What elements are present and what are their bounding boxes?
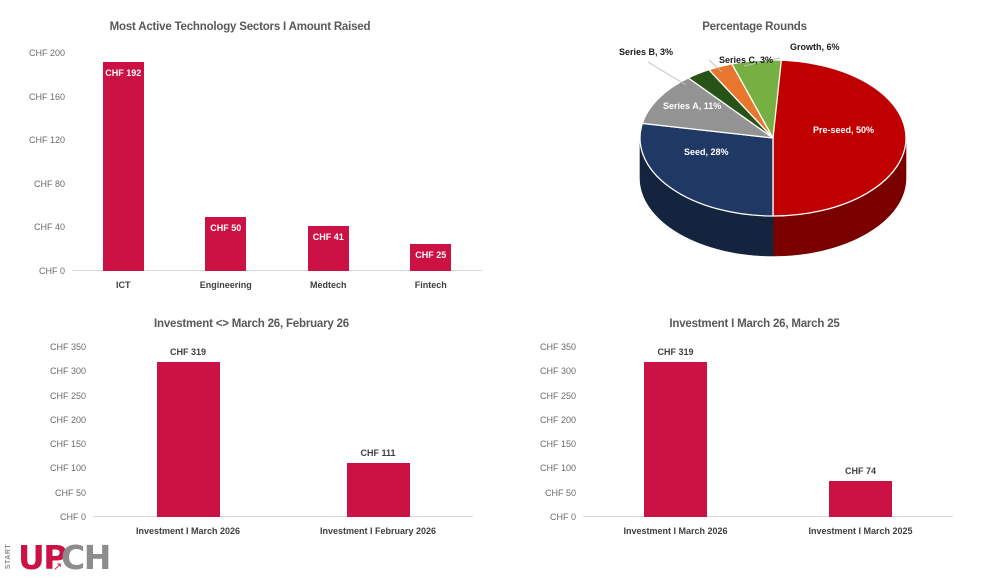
bar: CHF 319 Investment I March 2026 <box>623 347 727 536</box>
category-label: Investment I March 2025 <box>808 526 913 536</box>
pie-label-series-c: Series C, 3% <box>719 55 774 65</box>
chart-title-march26-march25: Investment I March 26, March 25 <box>669 318 840 330</box>
bar-series-march26-february26: CHF 319 Investment I March 2026 CHF 111 Inv… <box>93 347 473 536</box>
bar-value-label: CHF 111 <box>360 448 396 459</box>
y-tick-label: CHF 50 <box>54 487 86 498</box>
pie-label-series-a: Series A, 11% <box>663 101 722 111</box>
logo-up-text: UP <box>18 538 67 577</box>
y-axis-ticks-march26-february26: CHF 0 CHF 50 CHF 100 CHF 150 CHF 200 CHF 250 C… <box>50 342 473 522</box>
category-label: Investment I March 2026 <box>623 526 728 536</box>
x-axis-line <box>72 270 482 271</box>
pie-leader-line <box>708 59 723 73</box>
y-tick-label: CHF 40 <box>33 222 65 233</box>
plot-area-march26-march25: CHF 0 CHF 50 CHF 100 CHF 150 CHF 200 CHF 250 C… <box>540 342 953 536</box>
pie-label-seed: Seed, 28% <box>684 147 729 157</box>
bar: CHF 41 Medtech <box>307 226 349 290</box>
y-tick-label: CHF 350 <box>49 342 86 352</box>
y-tick-label: CHF 160 <box>28 91 65 102</box>
bar-value-label: CHF 319 <box>169 347 207 358</box>
y-tick-label: CHF 200 <box>539 414 576 425</box>
bar: CHF 111 Investment I February 2026 <box>320 448 436 536</box>
bar-value-label: CHF 50 <box>210 222 242 233</box>
logo-arrow-icon: ↗ <box>53 561 63 573</box>
pie-label-series-b: Series B, 3% <box>619 47 674 57</box>
logo-ch-text: CH <box>61 538 111 577</box>
y-tick-label: CHF 100 <box>49 463 86 474</box>
y-tick-label: CHF 0 <box>38 266 65 276</box>
y-tick-label: CHF 150 <box>49 439 86 450</box>
pie-slice-pre-seed[interactable] <box>772 59 907 217</box>
bar-value-label: CHF 319 <box>657 347 694 358</box>
bar: CHF 192 ICT <box>102 61 144 290</box>
y-axis-ticks-march26-march25: CHF 0 CHF 50 CHF 100 CHF 150 CHF 200 CHF 250 C… <box>540 342 953 522</box>
y-axis-ticks-sectors: CHF 0 CHF 40 CHF 80 CHF 120 CHF 160 CHF 200 <box>29 48 482 276</box>
y-tick-label: CHF 0 <box>549 512 576 522</box>
logo-start-text: START <box>5 543 13 570</box>
y-tick-label: CHF 80 <box>33 178 65 189</box>
pie-label-group: Pre-seed, 50% Seed, 28% Series A, 11% Serie… <box>503 0 1006 300</box>
pie-leader-line <box>647 61 687 86</box>
pie-slice-growth[interactable] <box>730 59 783 141</box>
pie-slice-series-a[interactable] <box>641 77 774 139</box>
chart-title-march26-february26: Investment <> March 26, February 26 <box>154 318 349 330</box>
y-tick-label: CHF 300 <box>49 366 86 377</box>
x-axis-line <box>583 516 953 517</box>
category-label: Engineering <box>199 280 252 290</box>
category-label: Investment I February 2026 <box>319 526 437 536</box>
y-tick-label: CHF 250 <box>539 390 576 401</box>
y-tick-label: CHF 0 <box>59 512 86 522</box>
y-tick-label: CHF 120 <box>28 135 65 146</box>
pie-svg <box>639 57 907 257</box>
plot-area-sectors: CHF 0 CHF 40 CHF 80 CHF 120 CHF 160 CHF 200 C… <box>29 48 482 290</box>
category-label: ICT <box>116 280 131 290</box>
plot-area-march26-february26: CHF 0 CHF 50 CHF 100 CHF 150 CHF 200 CHF 250 C… <box>50 342 473 536</box>
bar-value-label: CHF 74 <box>844 466 877 477</box>
bar-series-march26-march25: CHF 319 Investment I March 2026 CHF 74 Inve… <box>583 347 953 536</box>
bar-value-label: CHF 25 <box>415 249 447 260</box>
bar-value-label: CHF 192 <box>105 67 142 78</box>
chart-panel-march26-march25: Investment I March 26, March 25 CHF 0 CHF… <box>503 305 1006 555</box>
startupch-logo[interactable]: START UP ↗ CH <box>4 537 124 583</box>
pie-label-growth: Growth, 6% <box>790 42 840 52</box>
pie-leader-line <box>743 57 781 67</box>
y-tick-label: CHF 150 <box>539 439 576 450</box>
category-label: Medtech <box>309 280 347 290</box>
bar: CHF 50 Engineering <box>200 216 252 290</box>
y-tick-label: CHF 50 <box>544 487 576 498</box>
pie-label-pre-seed: Pre-seed, 50% <box>813 125 875 135</box>
chart-panel-sectors: Most Active Technology Sectors I Amount … <box>0 0 503 300</box>
y-tick-label: CHF 200 <box>49 414 86 425</box>
chart-panel-march26-february26: Investment <> March 26, February 26 CHF … <box>0 305 503 555</box>
chart-panel-rounds: Percentage Rounds Pre-seed, 50% Seed, 28%… <box>503 0 1006 300</box>
y-tick-label: CHF 100 <box>539 463 576 474</box>
pie-chart-rounds: Pre-seed, 50% Seed, 28% Series A, 11% Serie… <box>503 0 1006 300</box>
y-tick-label: CHF 300 <box>539 366 576 377</box>
x-axis-line <box>93 516 473 517</box>
bar: CHF 319 Investment I March 2026 <box>136 347 240 536</box>
bar: CHF 74 Investment I March 2025 <box>808 466 912 536</box>
category-label: Investment I March 2026 <box>135 526 241 536</box>
chart-title-rounds: Percentage Rounds <box>702 21 807 33</box>
bar: CHF 25 Fintech <box>410 243 452 290</box>
category-label: Fintech <box>414 280 447 290</box>
pie-slice-seed[interactable] <box>639 122 774 217</box>
y-tick-label: CHF 250 <box>49 390 86 401</box>
bar-series-sectors: CHF 192 ICT CHF 50 Engineering CHF 41 Medtech… <box>72 53 482 290</box>
y-tick-label: CHF 200 <box>28 48 65 58</box>
chart-title-sectors: Most Active Technology Sectors I Amount … <box>109 21 371 33</box>
y-tick-label: CHF 350 <box>539 342 576 352</box>
bar-value-label: CHF 41 <box>312 232 344 243</box>
